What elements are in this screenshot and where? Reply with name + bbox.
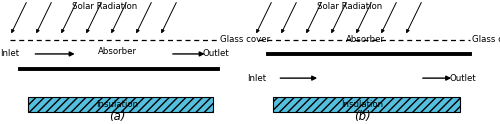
Text: Solar Radiation: Solar Radiation	[72, 2, 138, 12]
Text: Absorber: Absorber	[98, 47, 137, 56]
Text: Outlet: Outlet	[202, 49, 229, 58]
Text: (a): (a)	[109, 110, 126, 123]
Text: Insulation: Insulation	[342, 100, 384, 109]
Text: Glass cover: Glass cover	[220, 35, 270, 44]
Text: (b): (b)	[354, 110, 371, 123]
Bar	[28, 97, 212, 112]
Text: Glass cover: Glass cover	[472, 35, 500, 44]
Text: Outlet: Outlet	[450, 74, 477, 83]
Text: Insulation: Insulation	[96, 100, 138, 109]
Text: Inlet: Inlet	[0, 49, 19, 58]
Text: Absorber: Absorber	[346, 35, 385, 44]
Text: Inlet: Inlet	[248, 74, 266, 83]
Bar	[272, 97, 460, 112]
Text: Solar Radiation: Solar Radiation	[318, 2, 382, 12]
